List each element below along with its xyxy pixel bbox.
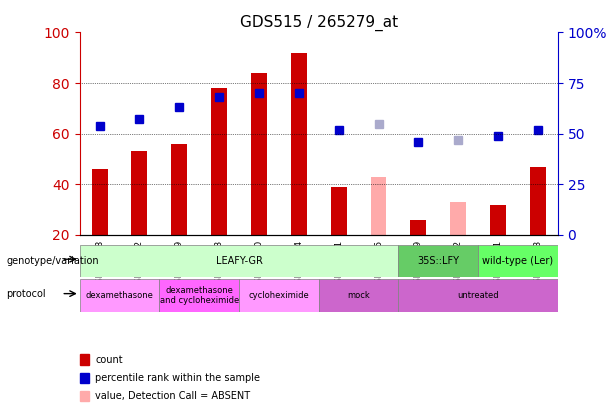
FancyBboxPatch shape (159, 279, 239, 312)
Bar (131, 151, 147, 235)
FancyBboxPatch shape (398, 279, 558, 312)
FancyBboxPatch shape (80, 279, 159, 312)
Bar (490, 205, 506, 235)
Text: dexamethasone
and cycloheximide: dexamethasone and cycloheximide (159, 286, 239, 305)
Bar (172, 144, 188, 235)
FancyBboxPatch shape (239, 279, 319, 312)
Text: cycloheximide: cycloheximide (248, 291, 310, 300)
Text: value, Detection Call = ABSENT: value, Detection Call = ABSENT (95, 391, 250, 401)
Text: percentile rank within the sample: percentile rank within the sample (95, 373, 260, 383)
Bar (370, 177, 386, 235)
Bar (251, 73, 267, 235)
Bar (450, 202, 466, 235)
Text: 35S::LFY: 35S::LFY (417, 256, 459, 266)
Bar (92, 169, 108, 235)
FancyBboxPatch shape (319, 279, 398, 312)
FancyBboxPatch shape (80, 245, 398, 277)
Bar (530, 166, 546, 235)
Text: genotype/variation: genotype/variation (6, 256, 99, 266)
Text: dexamethasone: dexamethasone (86, 291, 153, 300)
Bar (291, 53, 306, 235)
FancyBboxPatch shape (478, 245, 558, 277)
Bar (211, 88, 227, 235)
Text: mock: mock (347, 291, 370, 300)
Text: untreated: untreated (457, 291, 499, 300)
Text: wild-type (Ler): wild-type (Ler) (482, 256, 554, 266)
Bar (411, 220, 427, 235)
Title: GDS515 / 265279_at: GDS515 / 265279_at (240, 15, 398, 31)
Text: LEAFY-GR: LEAFY-GR (216, 256, 262, 266)
Bar (331, 187, 347, 235)
Text: count: count (95, 355, 123, 364)
FancyBboxPatch shape (398, 245, 478, 277)
Text: protocol: protocol (6, 289, 46, 298)
